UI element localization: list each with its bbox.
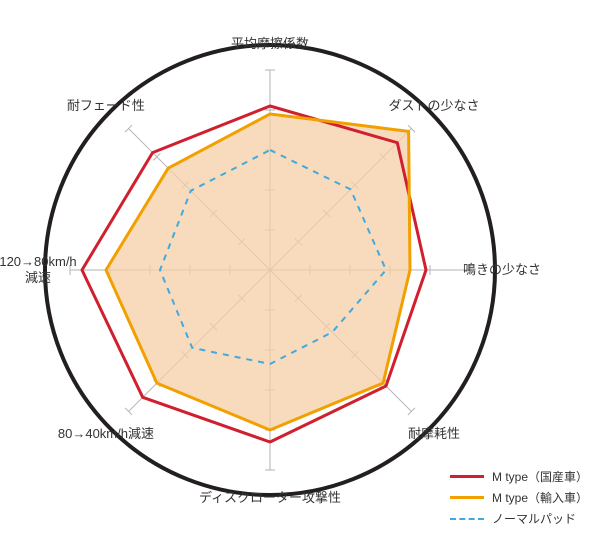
radar-chart-container: 平均摩擦係数ダストの少なさ鳴きの少なさ耐摩耗性ディスクローター攻撃性 80→40k… — [0, 0, 600, 543]
legend-label: M type（輸入車） — [492, 489, 588, 506]
axis-label: 耐摩耗性 — [408, 426, 460, 442]
axis-label: ダストの少なさ — [389, 98, 480, 114]
axis-label: 鳴きの少なさ — [463, 262, 541, 278]
axis-label: 120→80km/h減速 — [0, 254, 77, 287]
axis-label: 80→40km/h減速 — [58, 426, 154, 442]
legend-swatch — [450, 518, 484, 520]
axis-label: 耐フェード性 — [67, 98, 145, 114]
legend-item: M type（国産車） — [450, 468, 588, 485]
legend-label: M type（国産車） — [492, 468, 588, 485]
chart-legend: M type（国産車） M type（輸入車） ノーマルパッド — [450, 464, 588, 527]
legend-swatch — [450, 475, 484, 478]
legend-swatch — [450, 496, 484, 499]
axis-label: ディスクローター攻撃性 — [199, 490, 341, 506]
axis-label: 平均摩擦係数 — [231, 36, 309, 52]
legend-item: M type（輸入車） — [450, 489, 588, 506]
legend-item: ノーマルパッド — [450, 510, 588, 527]
legend-label: ノーマルパッド — [492, 510, 576, 527]
